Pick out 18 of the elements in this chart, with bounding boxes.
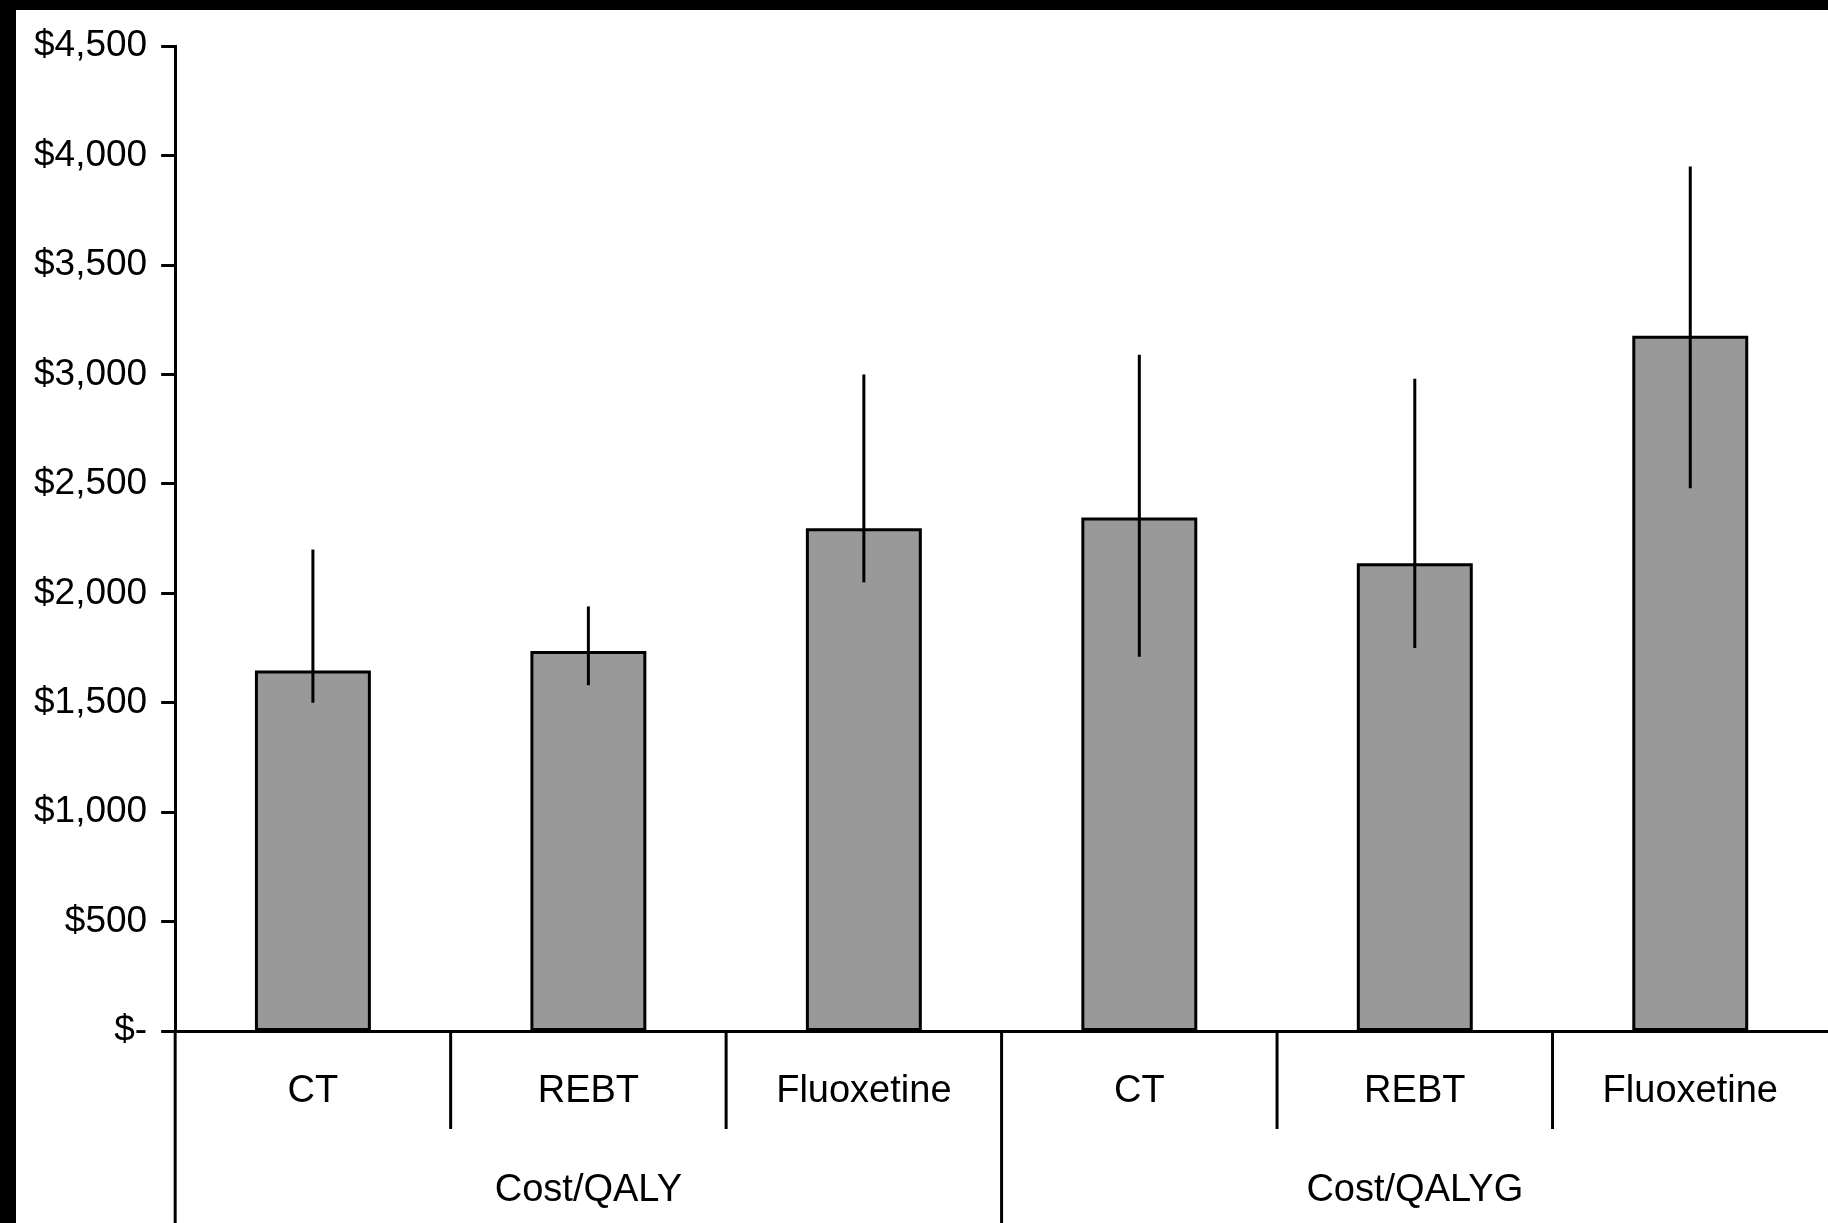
x-tick-label: REBT (1364, 1068, 1466, 1111)
x-tick-label: REBT (537, 1068, 640, 1111)
y-tick-label: $500 (64, 898, 148, 940)
text: Cost/QALYG (1306, 1167, 1524, 1210)
y-tick-label: $1,000 (34, 789, 148, 831)
y-tick-label: $4,000 (34, 132, 148, 174)
y-tick-label: $3,500 (34, 242, 148, 284)
x-tick-label: Fluoxetine (776, 1068, 952, 1111)
x-tick-label: CT (1113, 1068, 1165, 1111)
text: Cost/QALY (494, 1167, 683, 1210)
x-tick-label: CT (287, 1068, 339, 1111)
y-tick-label: $1,500 (34, 679, 148, 721)
y-tick-label: $2,500 (34, 461, 148, 503)
y-tick-label: $- (114, 1008, 148, 1050)
y-tick-label: $2,000 (34, 570, 148, 612)
x-tick-label: Fluoxetine (1602, 1068, 1778, 1111)
y-tick-label: $4,500 (34, 23, 148, 65)
y-tick-label: $3,000 (34, 351, 148, 393)
